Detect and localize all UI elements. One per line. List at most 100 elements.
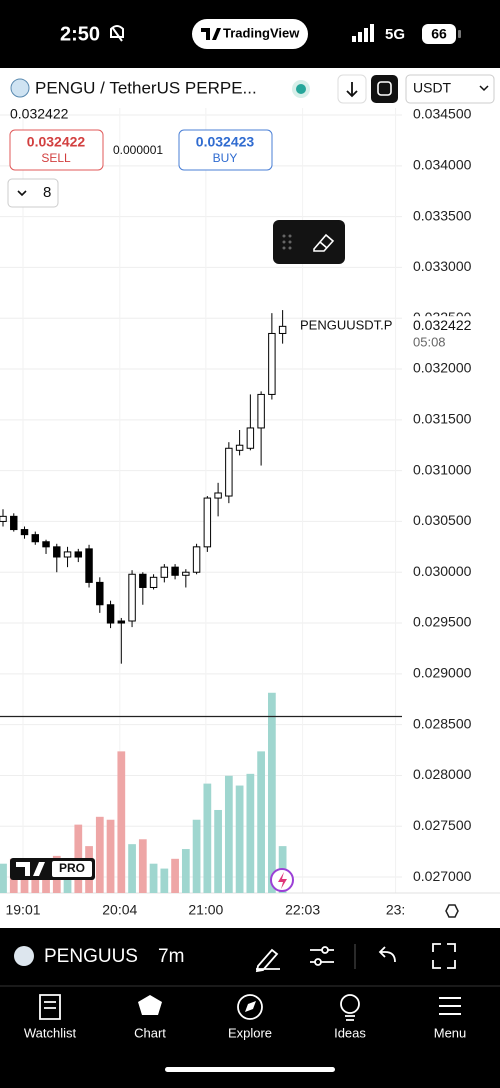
y-tick-label: 0.029000 (413, 665, 472, 681)
volume-bar (268, 692, 276, 893)
candle-body (278, 325, 287, 334)
candle-body (42, 541, 50, 548)
volume-bar (257, 751, 265, 893)
app-name: TradingView (223, 25, 300, 40)
menu-icon[interactable] (439, 997, 461, 1015)
volume-bar (106, 819, 115, 893)
tab-label[interactable]: Ideas (334, 1025, 366, 1040)
currency[interactable]: USDT (413, 80, 452, 96)
volume-bar (203, 783, 212, 893)
volume-bar (0, 863, 7, 893)
y-tick-label: 0.030500 (413, 512, 472, 528)
sell-price[interactable]: 0.032422 (27, 134, 86, 150)
candle-body (182, 571, 190, 576)
slider-knob (314, 958, 322, 966)
candle-body (257, 393, 265, 429)
tab-label[interactable]: Explore (228, 1025, 272, 1040)
fullscreen-icon[interactable] (432, 943, 456, 969)
candle-body (128, 573, 136, 622)
chevron (17, 190, 27, 197)
interval[interactable]: 7m (158, 946, 184, 967)
compass-needle (245, 1001, 256, 1012)
mute-icon (110, 25, 124, 42)
volume-bar (138, 839, 147, 893)
maximize-button[interactable] (371, 75, 398, 103)
signal-icon (352, 24, 374, 42)
buy-label[interactable]: BUY (213, 151, 238, 165)
candle-body (117, 620, 126, 624)
chart-icon[interactable] (138, 995, 162, 1015)
y-tick-label: 0.033500 (413, 207, 472, 223)
candle-body (85, 548, 93, 583)
bottom-symbol[interactable]: PENGUUS (44, 946, 138, 967)
y-tick-label: 0.032000 (413, 360, 472, 376)
spread: 0.000001 (113, 143, 163, 157)
buy-price[interactable]: 0.032423 (196, 134, 255, 150)
y-tick-label: 0.034000 (413, 157, 472, 173)
last-price: 0.032422 (10, 106, 69, 122)
volume-bar (128, 844, 136, 893)
bottom-bar (0, 928, 500, 986)
flash-bolt (278, 872, 287, 889)
candle-body (160, 566, 169, 578)
watchlist-icon[interactable] (39, 994, 61, 1020)
volume-bar (95, 816, 104, 893)
symbol[interactable]: PENGU / TetherUS PERPE... (35, 78, 257, 97)
x-tick-label: 19:01 (5, 902, 40, 918)
tab-label[interactable]: Watchlist (24, 1025, 77, 1040)
ideas-icon[interactable] (340, 994, 360, 1014)
volume-bar (246, 773, 255, 893)
settings-icon (445, 904, 459, 918)
candle-body (214, 492, 222, 499)
candle-body (53, 546, 61, 558)
indicator-count[interactable]: 8 (43, 184, 51, 201)
countdown: 05:08 (413, 335, 446, 350)
eraser-icon[interactable] (313, 233, 335, 252)
y-tick-label: 0.028000 (413, 766, 472, 782)
clock: 2:50 (60, 23, 100, 45)
y-tick-label: 0.030000 (413, 563, 472, 579)
bulb-base (345, 1015, 355, 1021)
candle-body (149, 576, 158, 588)
volume-bar (192, 819, 201, 893)
arrow-icon (346, 82, 358, 98)
chart: 0.0345000.0340000.0335000.0330000.032500… (0, 106, 500, 918)
candle-body (106, 604, 115, 624)
undo-icon[interactable] (378, 946, 396, 963)
logo-badge-bg (52, 861, 92, 877)
drag-handle[interactable] (282, 234, 292, 250)
x-tick-label: 22:03 (285, 902, 320, 918)
slider-knob (321, 946, 329, 954)
logo-badge: PRO (59, 861, 85, 875)
indicators-toggle[interactable] (7, 178, 59, 208)
y-tick-label: 0.027500 (413, 817, 472, 833)
symbol-icon[interactable] (10, 78, 30, 98)
home-indicator (165, 1067, 335, 1072)
app-pill (192, 19, 308, 49)
draw-icon[interactable] (255, 948, 280, 973)
candle-body (225, 447, 233, 497)
battery (422, 24, 456, 44)
candle-body (63, 551, 72, 558)
y-tick-label: 0.027000 (413, 868, 472, 884)
tab-label[interactable]: Chart (134, 1025, 166, 1040)
sell-label[interactable]: SELL (41, 151, 71, 165)
candle-body (235, 444, 244, 451)
price-tag-value: 0.032422 (413, 317, 472, 333)
volume-bar (160, 868, 169, 893)
symbol-icon[interactable] (14, 946, 34, 966)
tab-label[interactable]: Menu (434, 1025, 467, 1040)
y-tick-label: 0.031000 (413, 461, 472, 477)
currency-select[interactable] (405, 74, 495, 104)
candle-body (268, 332, 276, 395)
candle-body (0, 515, 7, 522)
explore-icon[interactable] (237, 994, 263, 1020)
sell-button[interactable] (9, 129, 104, 171)
y-tick-label: 0.033000 (413, 258, 472, 274)
volume-bar (171, 858, 179, 893)
tv-logo (201, 28, 221, 40)
y-tick-label: 0.028500 (413, 715, 472, 731)
buy-button[interactable] (178, 129, 273, 171)
candle-body (171, 566, 179, 576)
